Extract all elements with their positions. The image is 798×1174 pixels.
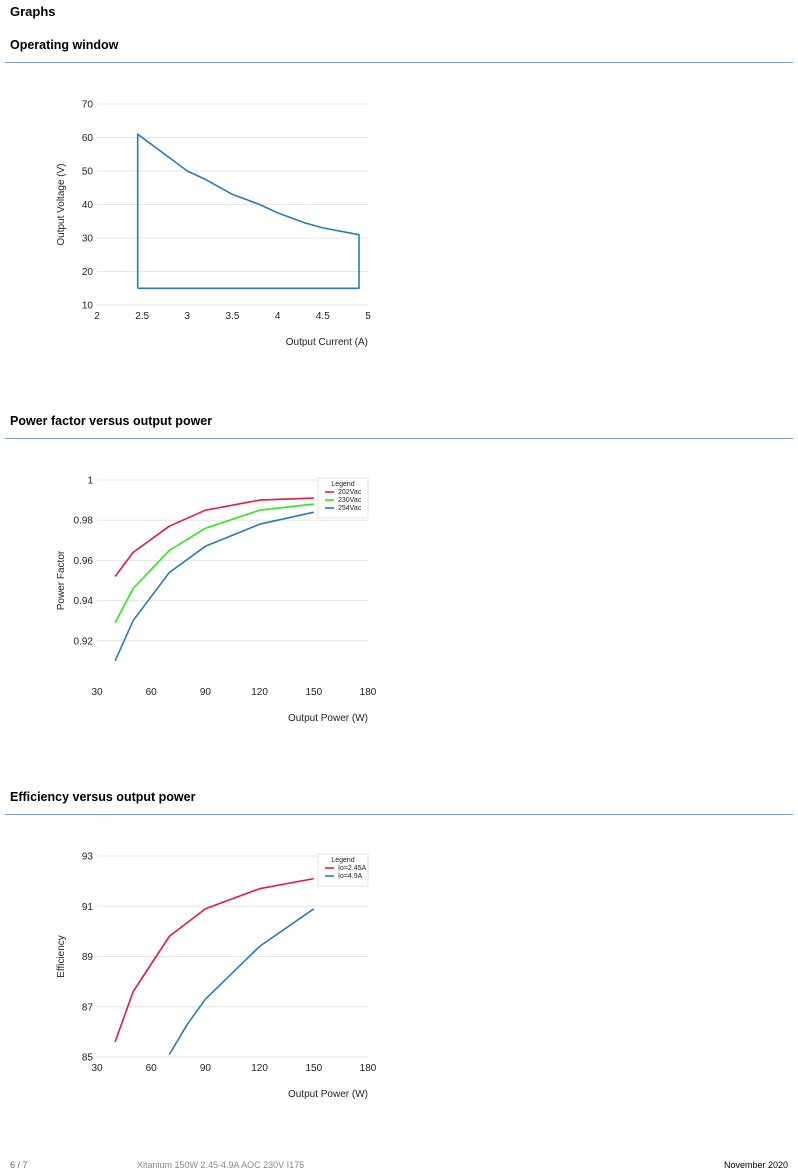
legend-entry: Io=4.9A (338, 873, 363, 880)
y-tick-label: 60 (82, 133, 94, 144)
y-tick-label: 40 (82, 200, 94, 211)
y-tick-label: 1 (87, 476, 93, 487)
x-tick-label: 5 (365, 311, 371, 322)
legend-entry: 254Vac (338, 505, 362, 512)
x-axis-label: Output Power (W) (288, 713, 368, 724)
operating-window-chart: 10 20 30 40 50 60 70 2 2.5 3 3.5 4 4.5 5 Output Voltag… (56, 100, 371, 349)
footer-page-number: 6 / 7 (10, 1160, 28, 1170)
section-title-efficiency: Efficiency versus output power (10, 790, 196, 804)
section-divider (5, 814, 793, 815)
footer-date: November 2020 (723, 1160, 788, 1170)
x-axis-label: Output Power (W) (288, 1089, 368, 1100)
x-tick-label: 2 (94, 311, 100, 322)
x-tick-label: 90 (200, 687, 212, 698)
y-tick-label: 0.96 (74, 556, 94, 567)
series-line-io-2-45a (114, 877, 314, 1043)
x-tick-label: 4.5 (316, 311, 330, 322)
x-tick-label: 180 (360, 1063, 377, 1074)
x-tick-label: 60 (146, 1063, 158, 1074)
section-divider (5, 438, 793, 439)
y-tick-label: 0.92 (74, 636, 94, 647)
section-title-operating-window: Operating window (10, 38, 119, 52)
x-tick-label: 3 (185, 311, 191, 322)
x-tick-label: 60 (146, 687, 158, 698)
series-line-io-4-9a (168, 908, 315, 1055)
y-tick-label: 0.94 (74, 596, 94, 607)
y-tick-label: 30 (82, 234, 94, 245)
y-axis-label: Power Factor (56, 550, 67, 610)
legend-title: Legend (331, 857, 354, 864)
x-tick-label: 120 (251, 1063, 268, 1074)
x-tick-label: 180 (360, 687, 377, 698)
section-title-power-factor: Power factor versus output power (10, 414, 213, 428)
y-axis-label: Efficiency (56, 935, 67, 978)
legend-box (317, 853, 369, 887)
legend-entry: 230Vac (338, 497, 362, 504)
y-tick-label: 91 (82, 902, 94, 913)
power-factor-chart: 0.92 0.94 0.96 0.98 1 30 60 90 120 150 180 Power Fa… (56, 476, 377, 725)
x-tick-label: 30 (91, 1063, 103, 1074)
y-tick-label: 10 (82, 301, 94, 312)
x-tick-label: 150 (305, 1063, 322, 1074)
y-tick-label: 85 (82, 1053, 94, 1064)
series-line-0 (136, 133, 360, 290)
y-tick-label: 20 (82, 267, 94, 278)
y-axis-label: Output Voltage (V) (56, 163, 67, 245)
y-tick-label: 70 (82, 100, 94, 111)
y-tick-label: 0.98 (74, 516, 94, 527)
series-line-230vac (114, 503, 314, 624)
x-tick-label: 2.5 (135, 311, 149, 322)
series-line-202vac (114, 497, 314, 577)
series-line-254vac (114, 511, 314, 662)
y-tick-label: 87 (82, 1002, 94, 1013)
legend-title: Legend (331, 481, 354, 488)
x-tick-label: 120 (251, 687, 268, 698)
x-tick-label: 150 (305, 687, 322, 698)
x-tick-label: 90 (200, 1063, 212, 1074)
x-tick-label: 30 (91, 687, 103, 698)
efficiency-chart: 85 87 89 91 93 30 60 90 120 150 180 Efficiency Outpu… (56, 852, 377, 1101)
legend-box (317, 477, 369, 519)
section-divider (5, 62, 793, 63)
footer-product-name: Xitanium 150W 2.45-4.9A AOC 230V I175 (137, 1160, 305, 1170)
legend-entry: 202Vac (338, 489, 362, 496)
y-tick-label: 93 (82, 852, 94, 863)
y-tick-label: 89 (82, 952, 94, 963)
y-tick-label: 50 (82, 167, 94, 178)
legend-entry: Io=2.45A (338, 865, 367, 872)
x-tick-label: 4 (275, 311, 281, 322)
page-title: Graphs (10, 4, 56, 19)
x-tick-label: 3.5 (226, 311, 240, 322)
x-axis-label: Output Current (A) (286, 337, 368, 348)
